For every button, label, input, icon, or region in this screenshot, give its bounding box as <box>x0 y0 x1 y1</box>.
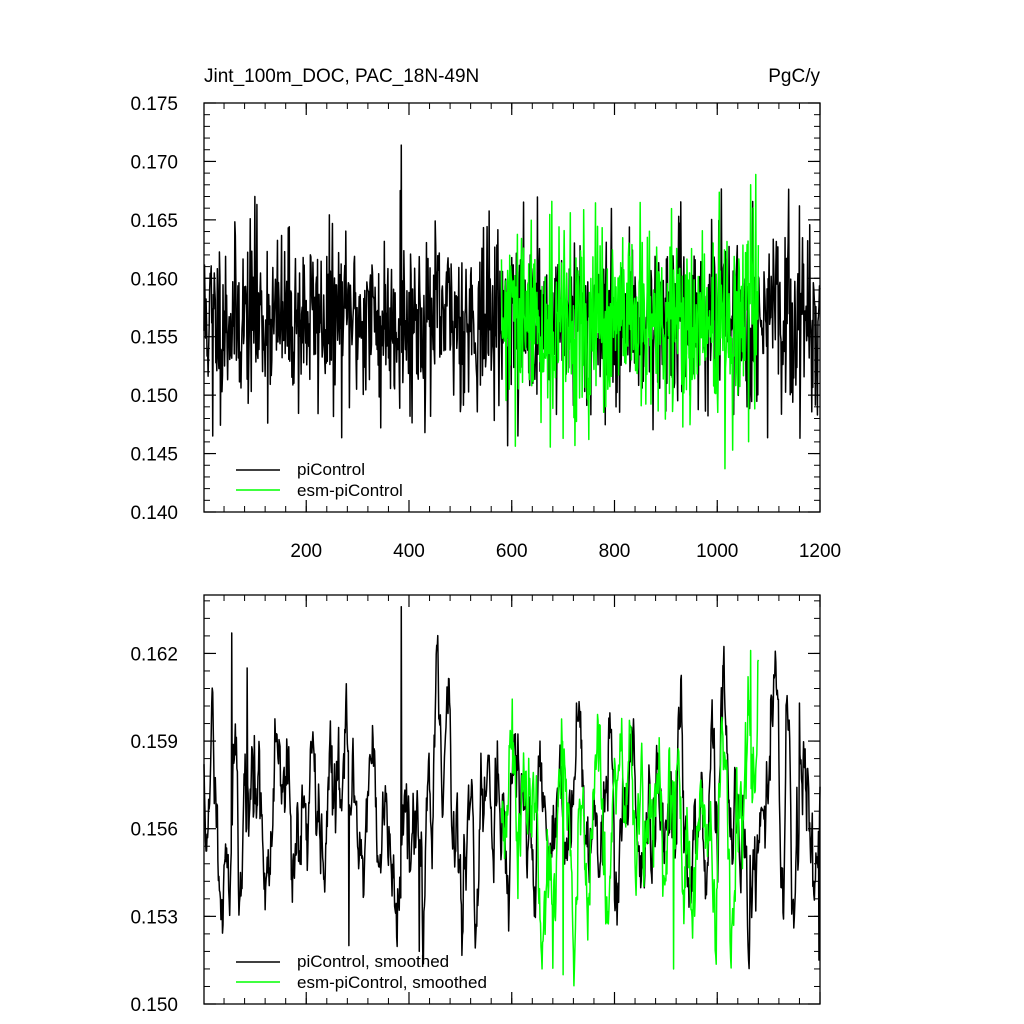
bottom-ytick-label: 0.162 <box>130 644 178 665</box>
bottom-plot-frame <box>203 594 821 1005</box>
bottom-series-line-1 <box>500 649 760 987</box>
top-xtick-label: 400 <box>393 541 425 562</box>
top-axis-ticks <box>204 102 821 513</box>
top-xtick-label: 200 <box>290 541 322 562</box>
legend-label-picontrol-smoothed: piControl, smoothed <box>297 952 449 971</box>
legend-label-picontrol: piControl <box>297 460 365 479</box>
top-ytick-label: 0.140 <box>130 503 178 524</box>
top-xtick-label: 600 <box>496 541 528 562</box>
bottom-series-lines <box>203 605 821 987</box>
chart-title: Jint_100m_DOC, PAC_18N-49N <box>204 66 479 87</box>
bottom-panel: 0.150 0.153 0.156 0.159 0.162 piControl, smo… <box>130 594 821 1016</box>
top-series-lines <box>203 144 821 470</box>
legend-label-esm-picontrol-smoothed: esm-piControl, smoothed <box>297 973 487 992</box>
top-series-line-1 <box>500 173 760 470</box>
bottom-ytick-label: 0.156 <box>130 820 178 841</box>
top-tick-labels: 0.140 0.145 0.150 0.155 0.160 0.165 0.170 0.175… <box>130 94 841 562</box>
top-xtick-label: 1200 <box>799 541 841 562</box>
bottom-axis-ticks <box>204 595 821 1005</box>
bottom-ytick-label: 0.159 <box>130 732 178 753</box>
top-xtick-label: 1000 <box>696 541 738 562</box>
bottom-ytick-label: 0.150 <box>130 995 178 1016</box>
top-legend: piControl esm-piControl <box>236 460 403 500</box>
top-ytick-label: 0.165 <box>130 211 178 232</box>
top-ytick-label: 0.160 <box>130 269 178 290</box>
legend-label-esm-picontrol: esm-piControl <box>297 481 403 500</box>
top-ytick-label: 0.170 <box>130 152 178 173</box>
top-ytick-label: 0.155 <box>130 328 178 349</box>
top-xtick-label: 800 <box>599 541 631 562</box>
bottom-ytick-label: 0.153 <box>130 907 178 928</box>
top-panel: Jint_100m_DOC, PAC_18N-49N PgC/y 0.1400.… <box>130 66 841 562</box>
units-label: PgC/y <box>768 66 820 87</box>
bottom-legend: piControl, smoothed esm-piControl, smoot… <box>236 952 487 992</box>
top-ytick-label: 0.150 <box>130 386 178 407</box>
top-ytick-label: 0.145 <box>130 445 178 466</box>
bottom-tick-labels: 0.150 0.153 0.156 0.159 0.162 <box>130 644 178 1016</box>
top-plot-frame <box>203 102 821 513</box>
top-ytick-label: 0.175 <box>130 94 178 115</box>
